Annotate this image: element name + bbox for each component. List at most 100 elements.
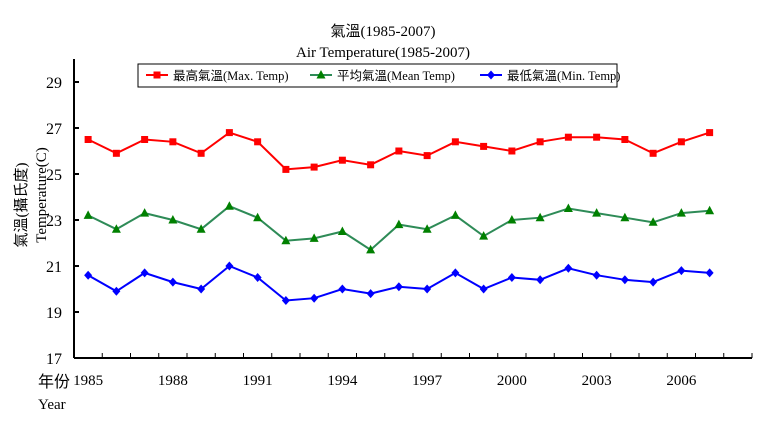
x-tick-label: 2006: [666, 373, 697, 389]
data-point: [648, 217, 658, 226]
x-tick-label: 1994: [327, 373, 358, 389]
y-tick-label: 27: [46, 121, 62, 138]
data-point: [592, 208, 602, 217]
data-point: [507, 215, 517, 224]
x-tick-label: 1985: [73, 373, 103, 389]
data-point: [338, 284, 347, 294]
data-point: [197, 284, 206, 294]
data-point: [649, 277, 658, 287]
data-point: [677, 266, 686, 276]
y-tick-label: 23: [46, 213, 62, 230]
data-point: [564, 133, 572, 141]
y-tick-label: 17: [46, 351, 62, 368]
data-point: [366, 289, 375, 299]
data-point: [84, 270, 93, 280]
x-axis-label-zh: 年份: [38, 373, 70, 391]
data-point: [676, 208, 686, 217]
data-point: [422, 224, 432, 233]
data-point: [168, 215, 178, 224]
data-point: [253, 273, 262, 282]
legend-swatch-marker: [153, 71, 161, 79]
data-point: [450, 210, 460, 219]
data-point: [536, 138, 544, 146]
data-point: [620, 275, 629, 285]
legend-label: 平均氣溫(Mean Temp): [337, 69, 455, 83]
legend-label: 最高氣溫(Max. Temp): [173, 68, 289, 83]
data-point: [112, 286, 121, 296]
x-tick-label: 1988: [158, 373, 188, 389]
data-point: [225, 261, 234, 271]
data-point: [83, 210, 93, 219]
data-point: [677, 138, 685, 146]
data-point: [112, 149, 120, 157]
data-point: [480, 142, 488, 150]
data-point: [309, 233, 319, 242]
data-point: [281, 235, 291, 245]
data-point: [111, 224, 121, 233]
x-tick-label: 2003: [582, 373, 612, 389]
data-point: [620, 212, 630, 222]
data-point: [366, 244, 376, 254]
series-min: [84, 261, 714, 305]
data-point: [705, 205, 715, 215]
x-tick-label: 1991: [243, 373, 273, 389]
data-point: [254, 138, 262, 146]
data-point: [535, 212, 545, 222]
data-point: [367, 161, 375, 169]
data-point: [310, 293, 319, 303]
data-point: [479, 231, 489, 240]
y-tick-label: 21: [46, 259, 62, 276]
data-point: [338, 156, 346, 164]
data-point: [84, 136, 92, 143]
x-tick-label: 1997: [412, 373, 443, 389]
data-point: [141, 136, 149, 143]
y-tick-label: 19: [46, 305, 62, 322]
data-point: [563, 203, 573, 212]
legend-swatch-marker: [316, 70, 326, 79]
data-point: [253, 212, 263, 222]
data-point: [394, 282, 403, 292]
y-axis-label-en: Temperature(C): [34, 147, 50, 243]
data-point: [140, 208, 150, 217]
data-point: [451, 268, 460, 278]
data-point: [140, 268, 149, 278]
data-point: [197, 149, 205, 157]
data-point: [508, 147, 516, 155]
chart-subtitle: Air Temperature(1985-2007): [296, 45, 470, 61]
data-point: [169, 138, 177, 146]
data-point: [593, 133, 601, 141]
legend-box: [137, 63, 618, 88]
data-point: [282, 165, 290, 173]
x-tick-label: 2000: [497, 373, 527, 389]
legend-label: 最低氣溫(Min. Temp): [507, 69, 620, 83]
data-point: [649, 149, 657, 157]
x-axis-label-en: Year: [38, 397, 66, 413]
y-axis-label-zh: 氣溫(攝氏度): [13, 163, 30, 248]
data-point: [423, 284, 432, 294]
data-point: [705, 268, 714, 278]
series-mean: [83, 201, 715, 254]
data-point: [394, 219, 404, 229]
chart-title: 氣溫(1985-2007): [331, 23, 436, 40]
y-tick-label: 29: [46, 75, 62, 92]
legend-swatch-marker: [487, 70, 495, 80]
data-point: [451, 138, 459, 146]
data-point: [337, 226, 347, 235]
series-max: [84, 129, 714, 173]
data-point: [564, 263, 573, 273]
data-point: [423, 152, 431, 160]
data-point: [592, 270, 601, 280]
data-point: [706, 129, 714, 137]
data-point: [479, 284, 488, 294]
legend: 最高氣溫(Max. Temp) 平均氣溫(Mean Temp) 最低氣溫(Min. …: [137, 63, 620, 88]
data-point: [536, 275, 545, 285]
data-point: [310, 163, 318, 171]
data-point: [281, 296, 290, 305]
data-point: [196, 224, 206, 233]
y-tick-label: 25: [46, 167, 62, 184]
data-point: [168, 277, 177, 287]
data-point: [507, 273, 516, 282]
data-point: [224, 201, 234, 210]
data-point: [225, 129, 233, 137]
